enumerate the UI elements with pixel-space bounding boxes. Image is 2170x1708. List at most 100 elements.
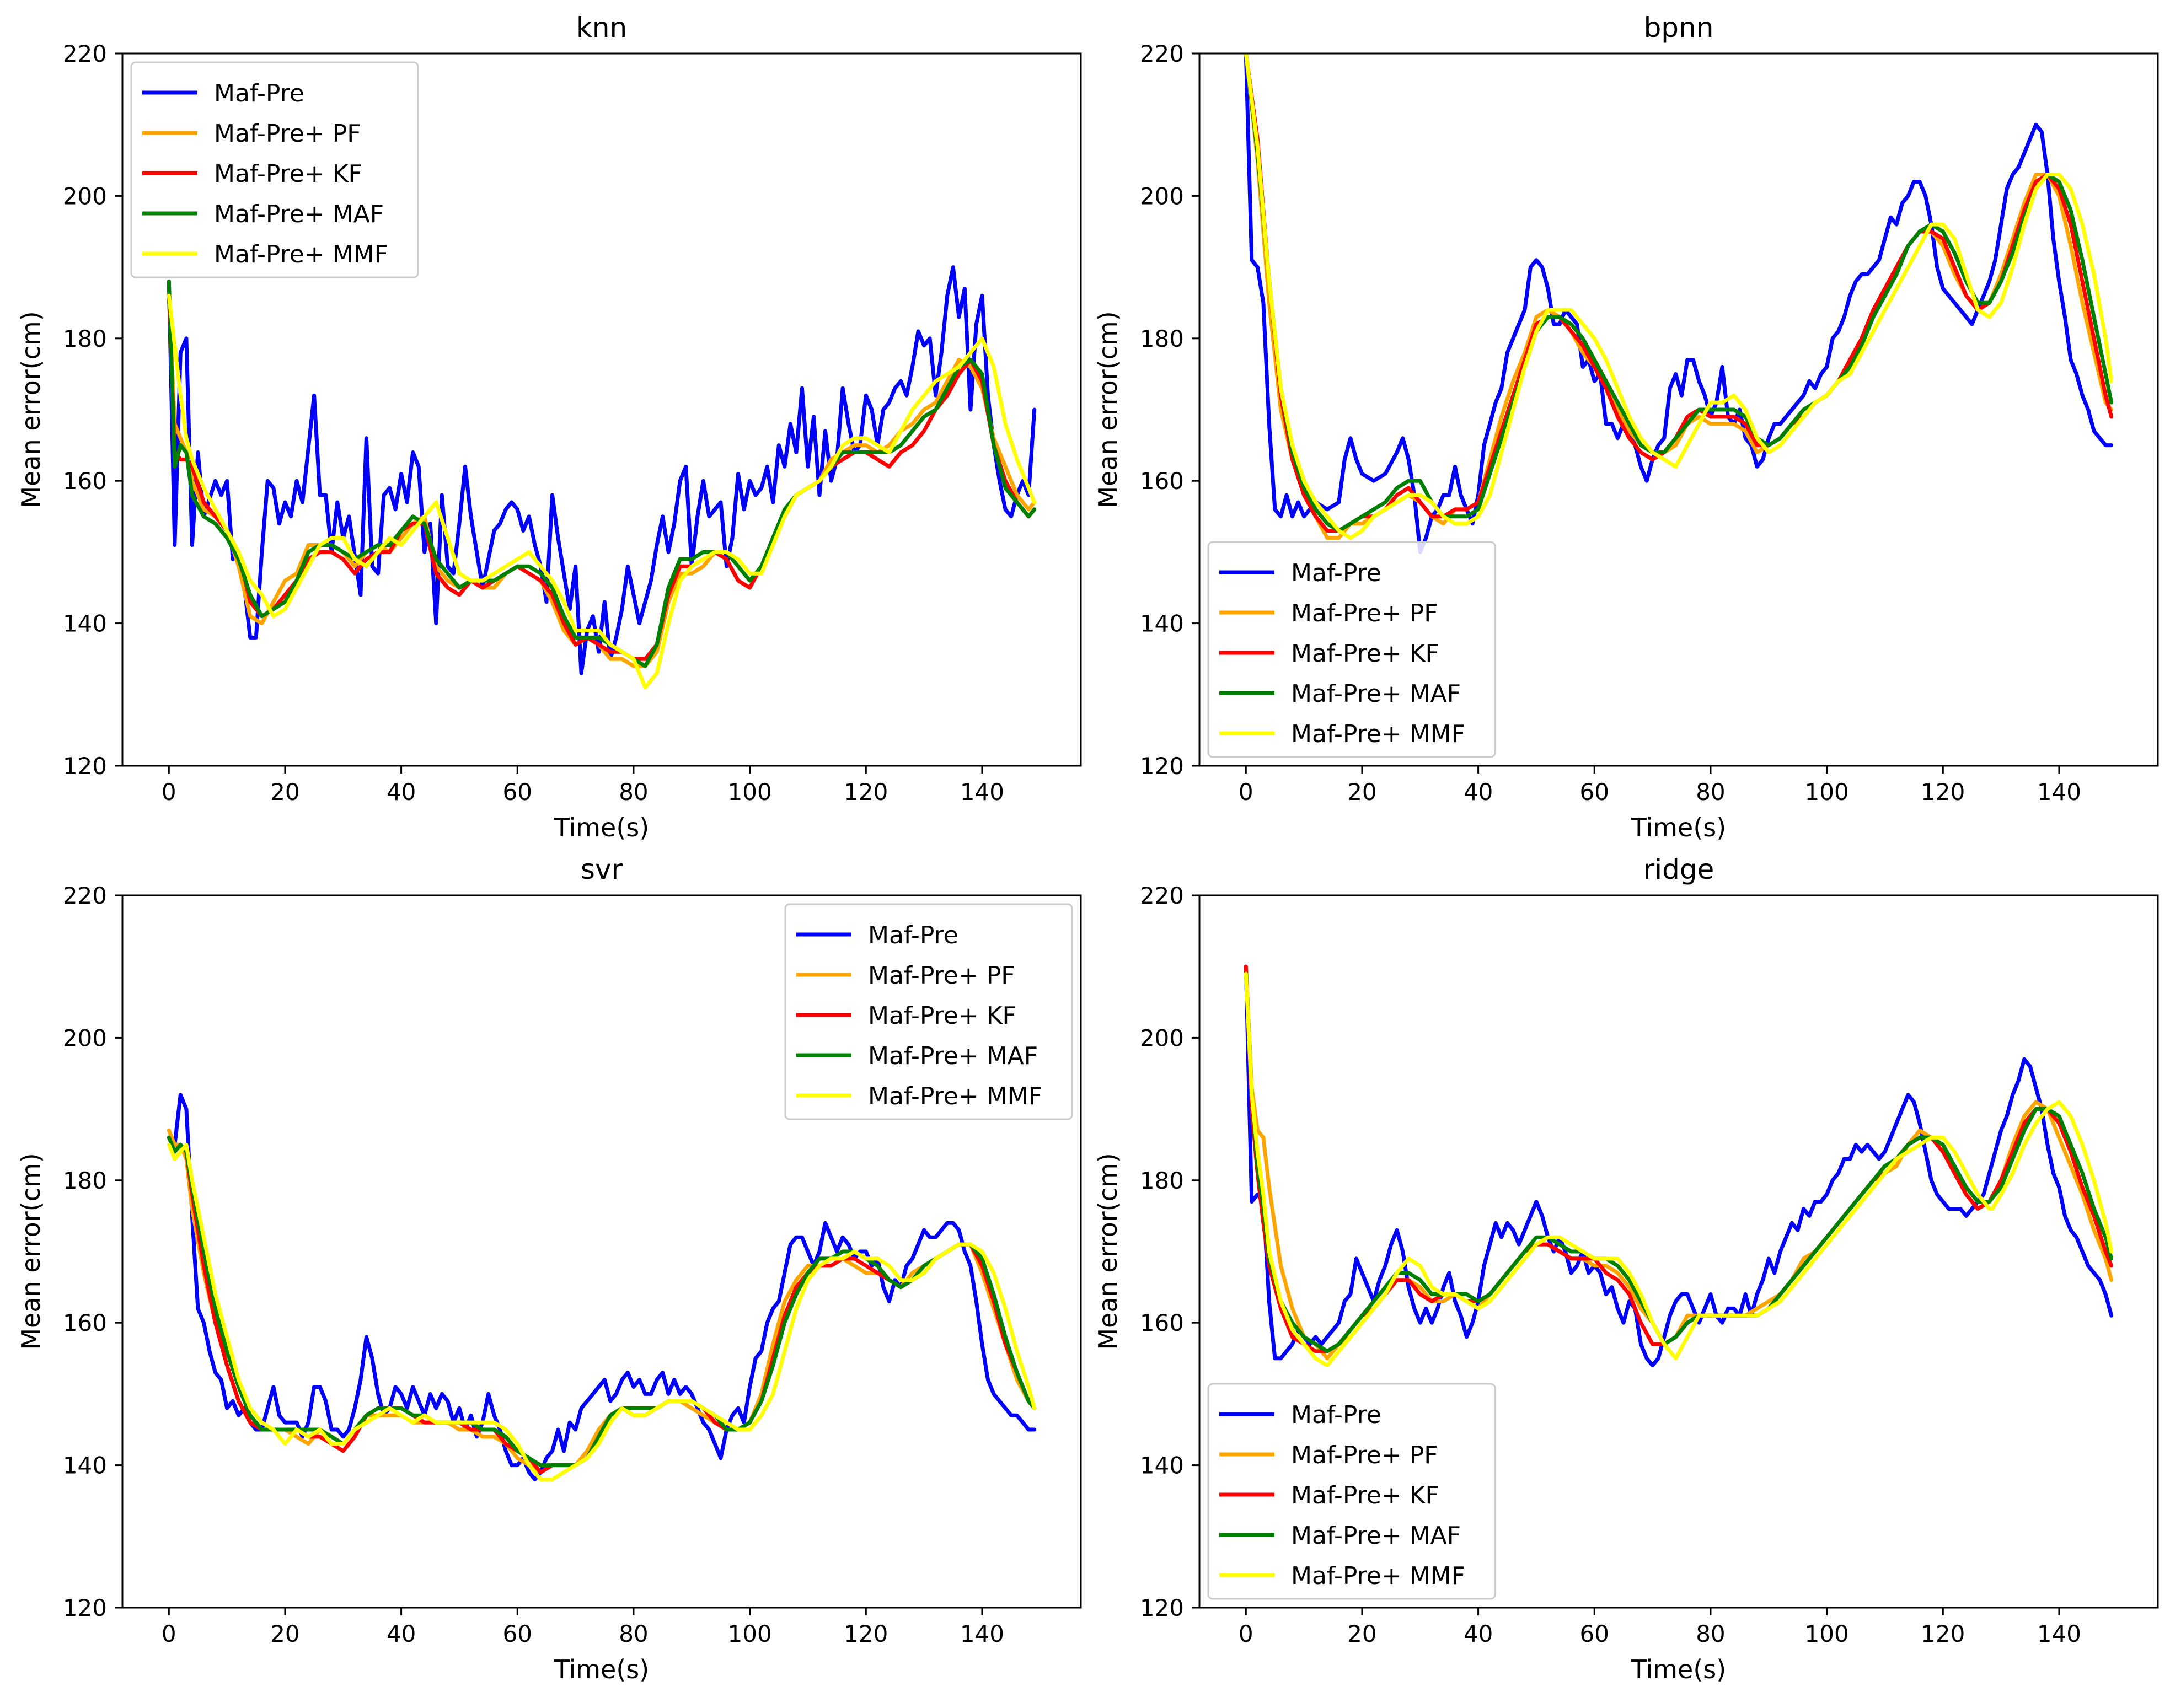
chart-panel-svr: svr 0 20 40 60 80 100 120 140 120 140 160 180 200 220 T… xyxy=(16,853,1082,1684)
x-tick-label: 40 xyxy=(387,1620,416,1647)
x-axis-label: Time(s) xyxy=(554,813,649,842)
x-tick-label: 80 xyxy=(1696,1620,1725,1647)
legend-box xyxy=(1207,541,1496,758)
y-tick-label: 120 xyxy=(63,1594,107,1621)
series-line-4 xyxy=(167,293,1037,690)
y-tick-label: 220 xyxy=(1140,882,1184,909)
legend-label: Maf-Pre+ PF xyxy=(1291,599,1438,627)
x-tick-label: 60 xyxy=(503,1620,532,1647)
y-tick-label: 160 xyxy=(1140,468,1184,495)
x-tick-label: 120 xyxy=(844,1620,888,1647)
x-tick-label: 60 xyxy=(1580,1620,1609,1647)
x-tick-label: 0 xyxy=(162,1620,176,1647)
y-axis-label: Mean error(cm) xyxy=(16,311,46,508)
chart-title: svr xyxy=(581,853,623,885)
y-tick-label: 180 xyxy=(1140,325,1184,352)
chart-panel-bpnn: bpnn 0 20 40 60 80 100 120 140 120 140 160 180 200 220… xyxy=(1093,12,2159,842)
series-line-2 xyxy=(1244,53,2114,533)
series-lines xyxy=(167,265,1037,690)
chart-title: ridge xyxy=(1643,853,1714,885)
legend-label: Maf-Pre+ KF xyxy=(1291,640,1439,668)
x-tick-label: 140 xyxy=(2037,778,2081,805)
y-tick-label: 220 xyxy=(1140,40,1184,67)
y-tick-label: 200 xyxy=(1140,1024,1184,1051)
x-tick-label: 100 xyxy=(1805,778,1849,805)
legend-label: Maf-Pre+ KF xyxy=(868,1002,1016,1030)
x-tick-label: 120 xyxy=(1921,778,1965,805)
legend-label: Maf-Pre+ MMF xyxy=(1291,1562,1465,1590)
x-tick-label: 80 xyxy=(619,1620,648,1647)
legend-label: Maf-Pre+ MMF xyxy=(1291,720,1465,748)
legend-label: Maf-Pre xyxy=(214,79,304,108)
y-tick-label: 200 xyxy=(63,182,107,210)
chart-title: knn xyxy=(576,12,627,44)
x-tick-label: 100 xyxy=(728,1620,772,1647)
legend-label: Maf-Pre+ KF xyxy=(214,160,362,188)
x-tick-label: 0 xyxy=(162,778,176,805)
x-tick-label: 20 xyxy=(270,1620,299,1647)
legend-label: Maf-Pre+ PF xyxy=(214,120,361,148)
series-lines xyxy=(1244,964,2114,1368)
x-tick-label: 20 xyxy=(1347,778,1376,805)
y-tick-label: 140 xyxy=(1140,610,1184,637)
y-axis-label: Mean error(cm) xyxy=(1093,311,1123,508)
y-tick-label: 120 xyxy=(63,753,107,780)
y-tick-label: 180 xyxy=(1140,1167,1184,1194)
series-lines xyxy=(167,1093,1037,1481)
plot-frame xyxy=(121,52,1082,767)
legend-label: Maf-Pre+ PF xyxy=(868,962,1015,990)
x-tick-label: 120 xyxy=(844,778,888,805)
chart-title: bpnn xyxy=(1644,12,1714,44)
y-tick-label: 120 xyxy=(1140,753,1184,780)
series-line-3 xyxy=(1244,971,2114,1353)
x-tick-label: 80 xyxy=(1696,778,1725,805)
x-axis-label: Time(s) xyxy=(1631,1655,1726,1684)
x-tick-label: 40 xyxy=(387,778,416,805)
x-tick-label: 60 xyxy=(1580,778,1609,805)
plot-frame xyxy=(1198,52,2159,767)
x-tick-label: 80 xyxy=(619,778,648,805)
x-tick-label: 0 xyxy=(1239,778,1253,805)
legend: Maf-Pre Maf-Pre+ PF Maf-Pre+ KF Maf-Pre+ MA… xyxy=(1207,1383,1496,1600)
y-tick-label: 180 xyxy=(63,1167,107,1194)
y-tick-label: 140 xyxy=(1140,1452,1184,1479)
legend: Maf-Pre Maf-Pre+ PF Maf-Pre+ KF Maf-Pre+ MA… xyxy=(1207,541,1496,758)
y-axis-label: Mean error(cm) xyxy=(1093,1153,1123,1350)
legend-label: Maf-Pre+ MAF xyxy=(1291,680,1461,708)
x-tick-label: 0 xyxy=(1239,1620,1253,1647)
y-tick-label: 220 xyxy=(63,40,107,67)
legend-label: Maf-Pre xyxy=(1291,559,1381,587)
legend-label: Maf-Pre+ MAF xyxy=(868,1042,1038,1070)
series-line-0 xyxy=(1244,964,2114,1368)
y-tick-label: 160 xyxy=(63,468,107,495)
x-tick-label: 100 xyxy=(1805,1620,1849,1647)
legend-box xyxy=(1207,1383,1496,1600)
x-tick-label: 20 xyxy=(270,778,299,805)
x-tick-label: 140 xyxy=(960,778,1004,805)
x-tick-label: 140 xyxy=(2037,1620,2081,1647)
legend-label: Maf-Pre+ KF xyxy=(1291,1481,1439,1510)
series-line-4 xyxy=(167,1142,1037,1481)
series-line-4 xyxy=(1244,53,2114,540)
x-tick-label: 120 xyxy=(1921,1620,1965,1647)
x-tick-label: 20 xyxy=(1347,1620,1376,1647)
y-tick-label: 160 xyxy=(1140,1309,1184,1336)
y-tick-label: 120 xyxy=(1140,1594,1184,1621)
y-axis-label: Mean error(cm) xyxy=(16,1153,46,1350)
legend: Maf-Pre Maf-Pre+ PF Maf-Pre+ KF Maf-Pre+ MA… xyxy=(130,61,419,278)
x-tick-label: 40 xyxy=(1464,1620,1493,1647)
y-tick-label: 140 xyxy=(63,1452,107,1479)
y-tick-label: 180 xyxy=(63,325,107,352)
x-tick-label: 60 xyxy=(503,778,532,805)
legend-label: Maf-Pre+ MMF xyxy=(214,240,388,268)
legend-label: Maf-Pre+ MMF xyxy=(868,1082,1042,1110)
x-axis-label: Time(s) xyxy=(1631,813,1726,842)
x-tick-label: 40 xyxy=(1464,778,1493,805)
legend-box xyxy=(784,903,1073,1120)
chart-panel-knn: knn 0 20 40 60 80 100 120 140 120 140 160 180 200 220 T… xyxy=(16,12,1082,842)
series-line-0 xyxy=(167,265,1037,675)
y-tick-label: 140 xyxy=(63,610,107,637)
legend-label: Maf-Pre xyxy=(868,921,958,949)
y-tick-label: 160 xyxy=(63,1309,107,1336)
